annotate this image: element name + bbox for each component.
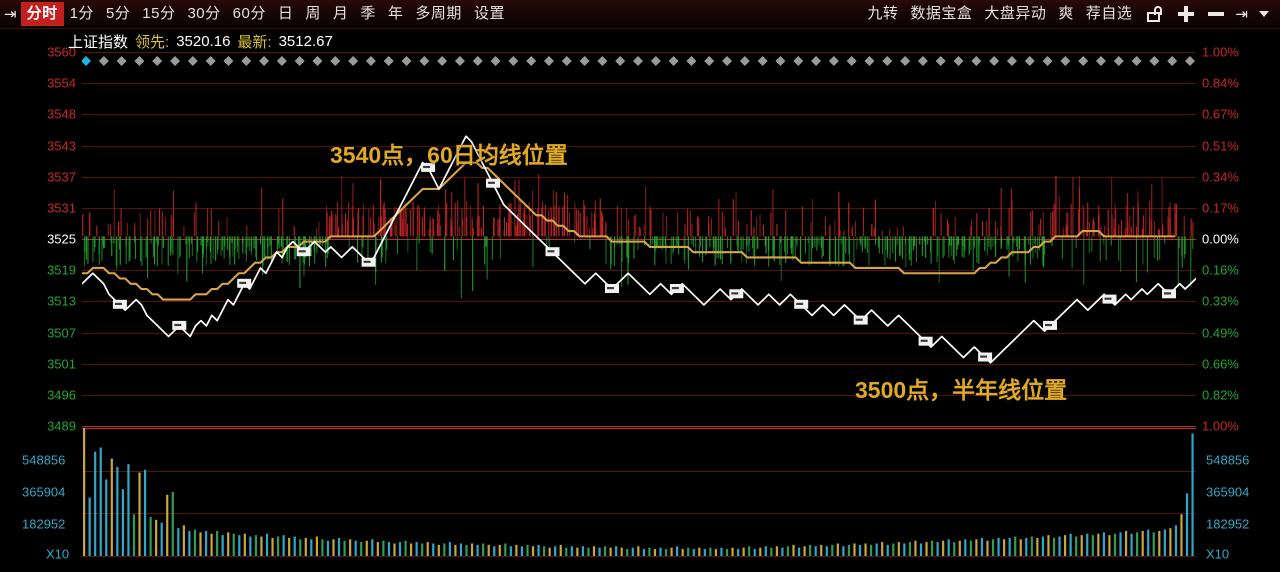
volume-gridline bbox=[82, 470, 1196, 472]
volume-chart-svg bbox=[83, 428, 1194, 556]
minus-icon[interactable] bbox=[1208, 6, 1225, 22]
volume-axis-tick-l: 182952 bbox=[22, 516, 66, 532]
lead-value: 3520.16 bbox=[176, 32, 231, 50]
volume-chart[interactable] bbox=[82, 428, 1196, 562]
price-chart[interactable] bbox=[82, 52, 1196, 426]
toolbar-right-group: 九转 数据宝盒 大盘异动 爽 荐自选 ⇥ bbox=[861, 0, 1276, 28]
latest-value: 3512.67 bbox=[278, 32, 333, 50]
top-diamond-markers bbox=[82, 56, 1195, 66]
menu-jiuzhuan[interactable]: 九转 bbox=[867, 5, 899, 22]
price-axis-tick-left: 3507 bbox=[47, 325, 76, 340]
volume-axis-tick-r: 548856 bbox=[1206, 452, 1250, 468]
volume-axis-tick-l: 548856 bbox=[22, 452, 66, 468]
annotation-60day-ma: 3540点，60日均线位置 bbox=[330, 142, 568, 168]
tab-60min[interactable]: 60分 bbox=[232, 5, 266, 22]
gridline bbox=[82, 301, 1196, 303]
price-axis-tick-left: 3501 bbox=[47, 356, 76, 372]
tab-week[interactable]: 周 bbox=[305, 5, 321, 22]
price-axis-tick-left: 3554 bbox=[47, 75, 76, 91]
plus-icon[interactable] bbox=[1178, 6, 1195, 22]
volume-gridline bbox=[82, 513, 1196, 515]
percent-axis-tick-right: 0.34% bbox=[1202, 169, 1239, 185]
percent-axis-tick-right: 0.66% bbox=[1202, 356, 1239, 372]
tab-year[interactable]: 年 bbox=[387, 5, 404, 22]
latest-label: 最新: bbox=[237, 33, 272, 51]
tab-5min[interactable]: 5分 bbox=[105, 5, 131, 22]
toolbar-left-group: ⇥ 分时 1分 5分 15分 30分 60分 日 周 月 季 年 多周期 设置 bbox=[0, 0, 511, 28]
percent-axis-tick-right: 0.33% bbox=[1202, 293, 1239, 309]
volume-gridline bbox=[82, 428, 1196, 429]
tab-quarter[interactable]: 季 bbox=[360, 5, 376, 22]
gridline bbox=[82, 270, 1196, 272]
gridline bbox=[82, 207, 1196, 209]
gridline bbox=[82, 394, 1196, 396]
volume-unit-label-l: X10 bbox=[46, 546, 70, 562]
percent-axis-tick-right: 0.67% bbox=[1202, 106, 1239, 122]
volume-axis-tick-r: 365904 bbox=[1206, 484, 1250, 500]
index-name: 上证指数 bbox=[68, 33, 129, 51]
menu-watchlist[interactable]: 荐自选 bbox=[1085, 5, 1133, 22]
percent-axis-tick-right: 0.00% bbox=[1202, 231, 1239, 247]
tab-multi-period[interactable]: 多周期 bbox=[415, 5, 462, 22]
index-price-line bbox=[82, 135, 1196, 364]
percent-axis-tick-right: 0.49% bbox=[1202, 325, 1239, 340]
menu-shuang[interactable]: 爽 bbox=[1058, 5, 1074, 22]
unlock-icon[interactable] bbox=[1146, 5, 1163, 23]
tab-15min[interactable]: 15分 bbox=[142, 5, 176, 22]
jump-to-end-icon[interactable]: ⇥ bbox=[1235, 6, 1248, 23]
price-axis-tick-left: 3489 bbox=[47, 418, 76, 434]
price-axis-tick-left: 3531 bbox=[47, 200, 76, 216]
tick-bars bbox=[82, 174, 1194, 299]
baseline-gridline bbox=[82, 239, 1196, 240]
percent-axis-tick-right: 1.00% bbox=[1202, 418, 1239, 434]
gridline bbox=[82, 363, 1196, 365]
quote-info-line: 上证指数 领先: 3520.16 最新: 3512.67 bbox=[68, 30, 333, 52]
gridline bbox=[82, 426, 1196, 427]
gridline bbox=[82, 332, 1196, 334]
average-price-line bbox=[82, 161, 1176, 301]
menu-market-moves[interactable]: 大盘异动 bbox=[984, 5, 1047, 22]
tab-settings[interactable]: 设置 bbox=[473, 5, 505, 22]
tab-1min[interactable]: 1分 bbox=[69, 5, 94, 22]
price-axis-tick-left: 3525 bbox=[47, 231, 76, 247]
volume-axis-tick-l: 365904 bbox=[22, 484, 66, 500]
menu-data-box[interactable]: 数据宝盒 bbox=[910, 5, 973, 22]
price-axis-tick-left: 3537 bbox=[47, 169, 76, 185]
tab-month[interactable]: 月 bbox=[332, 5, 349, 22]
tab-day[interactable]: 日 bbox=[277, 5, 294, 22]
price-axis-tick-left: 3560 bbox=[47, 44, 76, 60]
gridline bbox=[82, 52, 1196, 53]
percent-axis-tick-right: 0.17% bbox=[1202, 200, 1239, 216]
price-chart-svg bbox=[82, 56, 1196, 364]
lead-label: 领先: bbox=[135, 33, 170, 51]
price-axis-tick-left: 3519 bbox=[47, 262, 76, 278]
tab-30min[interactable]: 30分 bbox=[187, 5, 221, 22]
price-axis-tick-left: 3548 bbox=[47, 106, 76, 122]
percent-axis-tick-right: 0.84% bbox=[1202, 75, 1239, 91]
volume-bars bbox=[83, 428, 1194, 556]
percent-axis-tick-right: 0.82% bbox=[1202, 387, 1239, 403]
tab-fenshi[interactable]: 分时 bbox=[20, 2, 64, 26]
annotation-half-year-line: 3500点，半年线位置 bbox=[855, 377, 1068, 403]
dropdown-caret-icon[interactable] bbox=[1259, 11, 1269, 17]
price-markers bbox=[112, 162, 1176, 362]
toolbar: ⇥ 分时 1分 5分 15分 30分 60分 日 周 月 季 年 多周期 设置 … bbox=[0, 0, 1280, 29]
gridline bbox=[82, 176, 1196, 178]
price-axis-tick-left: 3543 bbox=[47, 138, 76, 153]
gridline bbox=[82, 114, 1196, 116]
percent-axis-tick-right: 0.16% bbox=[1202, 262, 1239, 278]
volume-axis-tick-r: 182952 bbox=[1206, 516, 1250, 532]
price-axis-tick-left: 3513 bbox=[47, 293, 76, 309]
volume-gridline bbox=[82, 556, 1196, 557]
gridline bbox=[82, 83, 1196, 85]
back-to-start-icon[interactable]: ⇥ bbox=[4, 6, 17, 23]
volume-unit-label-r: X10 bbox=[1206, 546, 1230, 562]
gridline bbox=[82, 145, 1196, 147]
percent-axis-tick-right: 1.00% bbox=[1202, 44, 1239, 60]
price-axis-tick-left: 3496 bbox=[47, 387, 76, 403]
percent-axis-tick-right: 0.51% bbox=[1202, 138, 1239, 153]
